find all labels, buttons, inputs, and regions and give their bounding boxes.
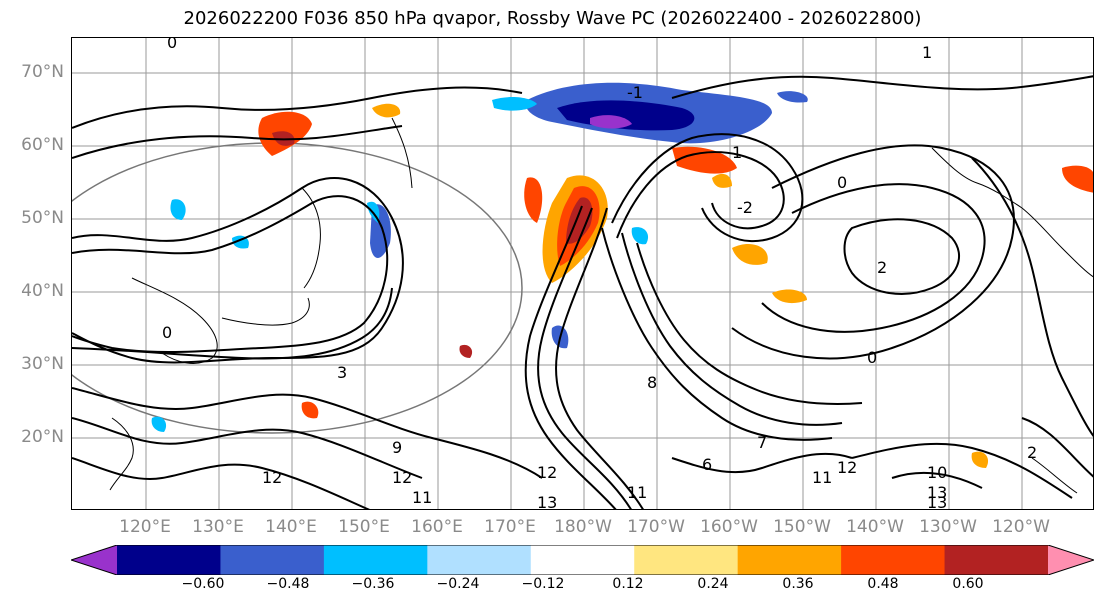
contour-label: 7 (757, 433, 767, 452)
colorbar-min-extension (71, 545, 117, 575)
contour-label: 9 (392, 438, 402, 457)
colorbar-tick-label: −0.12 (521, 576, 565, 592)
colorbar-bin (944, 545, 1049, 575)
colorbar-tick-label: −0.36 (351, 576, 395, 592)
contour-label: 11 (627, 483, 647, 502)
contour-label: 12 (537, 463, 557, 482)
lat-label-70n: 70°N (21, 62, 64, 82)
contour-label: 0 (162, 323, 172, 342)
colorbar-bin (737, 545, 842, 575)
lat-label-30n: 30°N (21, 354, 64, 374)
lat-label-20n: 20°N (21, 427, 64, 447)
contour-label: 6 (702, 455, 712, 474)
lon-label-130w: 130°W (919, 517, 977, 537)
lat-label-60n: 60°N (21, 135, 64, 155)
lat-label-40n: 40°N (21, 281, 64, 301)
contour-label: 13 (537, 493, 557, 510)
lon-label-140w: 140°W (846, 517, 904, 537)
lon-label-180w: 180°W (554, 517, 612, 537)
colorbar (69, 544, 1096, 579)
lon-label-160w: 160°W (700, 517, 758, 537)
qvapor-anomaly-fill (151, 82, 1093, 468)
colorbar-max-extension (1048, 545, 1094, 575)
colorbar-bin (841, 545, 946, 575)
colorbar-tick-label: −0.24 (436, 576, 480, 592)
colorbar-bin (117, 545, 221, 575)
colorbar-bin (323, 545, 428, 575)
contour-label: 11 (812, 468, 832, 487)
colorbar-bin (220, 545, 325, 575)
contour-label: 13 (927, 493, 947, 510)
contour-label: 10 (927, 463, 947, 482)
colorbar-bin (427, 545, 532, 575)
contour-label: 12 (392, 468, 412, 487)
contour-label: 12 (837, 458, 857, 477)
colorbar-tick-label: 0.24 (697, 576, 729, 592)
colorbar-tick-label: −0.60 (181, 576, 225, 592)
lon-label-170w: 170°W (627, 517, 685, 537)
colorbar-tick-label: 0.12 (612, 576, 644, 592)
map-panel: 1 -1 1 0 2 -2 0 0 0 3 9 12 13 12 11 13 1… (71, 37, 1094, 510)
contour-label: 12 (262, 468, 282, 487)
lon-label-150e: 150°E (338, 517, 390, 537)
contour-label: 0 (167, 38, 177, 52)
colorbar-tick-label: 0.48 (867, 576, 899, 592)
coastlines (109, 117, 1093, 494)
colorbar-tick-label: 0.36 (782, 576, 814, 592)
lon-label-120e: 120°E (119, 517, 171, 537)
lon-label-170e: 170°E (484, 517, 536, 537)
map-title: 2026022200 F036 850 hPa qvapor, Rossby W… (183, 8, 922, 29)
range-ring (72, 142, 523, 434)
contour-label: 2 (1027, 443, 1037, 462)
lon-label-140e: 140°E (265, 517, 317, 537)
lon-label-130e: 130°E (192, 517, 244, 537)
contour-label-group: 1 -1 1 0 2 -2 0 0 0 3 9 12 13 12 11 13 1… (162, 38, 1037, 510)
contour-label: -2 (737, 198, 753, 217)
contour-label: 1 (732, 143, 742, 162)
contour-label: 11 (412, 488, 432, 507)
lon-label-120w: 120°W (992, 517, 1050, 537)
lon-label-160e: 160°E (411, 517, 463, 537)
contour-label: 2 (877, 258, 887, 277)
contour-label: 0 (837, 173, 847, 192)
colorbar-tick-label: 0.60 (952, 576, 984, 592)
contour-label: 13 (927, 483, 947, 502)
contour-label: 3 (337, 363, 347, 382)
colorbar-tick-label: −0.48 (266, 576, 310, 592)
lat-label-50n: 50°N (21, 208, 64, 228)
contour-label: -1 (627, 83, 643, 102)
contour-label: 8 (647, 373, 657, 392)
contour-label: 1 (922, 43, 932, 62)
lon-label-150w: 150°W (773, 517, 831, 537)
colorbar-bin (634, 545, 739, 575)
contour-label: 0 (867, 348, 877, 367)
contour-lines (72, 75, 1093, 509)
colorbar-bin (530, 545, 635, 575)
colorbar-svg (69, 544, 1096, 576)
map-canvas: 1 -1 1 0 2 -2 0 0 0 3 9 12 13 12 11 13 1… (72, 38, 1093, 510)
